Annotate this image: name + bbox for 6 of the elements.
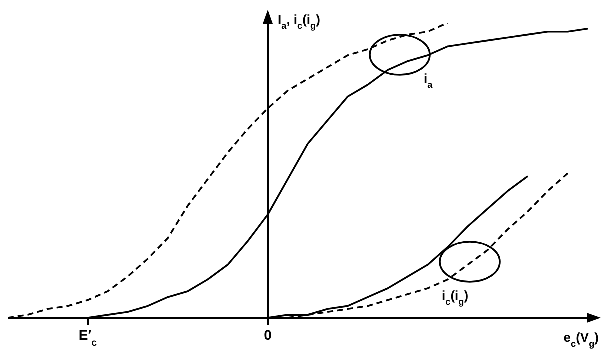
y-axis-title: I$_{a}$, i$_{c}$(i$_{g}$) (278, 12, 320, 31)
annotation: i$_{a}$ (424, 71, 434, 90)
x-tick-label: E′$_{c}$ (78, 327, 98, 348)
x-axis-title: e$_{c}$(V$_{g}$) (564, 330, 599, 349)
annotation: i$_{c}$(i$_{g}$) (442, 288, 469, 307)
x-tick-label: 0 (264, 327, 272, 343)
